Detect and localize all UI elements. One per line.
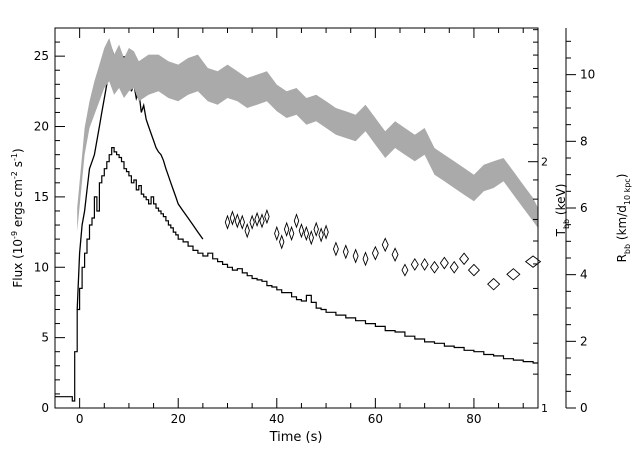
temperature-point [298, 222, 305, 239]
temperature-point [288, 225, 295, 242]
radius-tick-label: 6 [580, 201, 588, 215]
x-axis: 0 20 40 60 80 [54, 28, 524, 426]
radius-tick-label: 4 [580, 268, 588, 282]
temperature-point [264, 208, 270, 225]
data-layer [55, 38, 542, 402]
temperature-point [244, 222, 250, 239]
flux-step-line [55, 147, 538, 402]
y-tick-label: 20 [34, 120, 49, 134]
temperature-point [362, 251, 369, 267]
y-tick-label: 15 [34, 190, 49, 204]
radius-band [77, 38, 538, 232]
temperature-point [313, 221, 319, 237]
temperature-point [449, 260, 459, 274]
temperature-point [229, 210, 236, 226]
temperature-point [303, 225, 310, 242]
temperature-point [352, 248, 359, 264]
temperature-point [391, 247, 399, 262]
radius-tick-label: 0 [580, 401, 588, 415]
temperature-point [279, 234, 285, 250]
y-tick-label: 0 [41, 401, 49, 415]
y-axis-label-flux: Flux (10-9 ergs cm-2 s-1) [10, 148, 25, 287]
y-tick-label: 10 [34, 260, 49, 274]
temperature-point [430, 260, 439, 274]
temperature-point [467, 263, 480, 277]
radius-tick-label: 10 [580, 68, 595, 82]
temperature-tick-label: 1 [541, 402, 548, 415]
y-tick-label: 5 [41, 331, 49, 345]
temperature-tick-label: 2 [541, 156, 548, 169]
x-tick-label: 80 [466, 412, 481, 426]
temperature-point [239, 214, 245, 230]
y-axis-temperature: 12 [528, 29, 548, 415]
temperature-point [323, 224, 329, 240]
temperature-point [342, 244, 349, 260]
x-tick-label: 20 [171, 412, 186, 426]
y-tick-label: 25 [34, 49, 49, 63]
temperature-point [293, 213, 300, 229]
temperature-point [254, 211, 260, 228]
temperature-point [371, 245, 379, 261]
temperature-point [283, 221, 290, 237]
temperature-point [224, 214, 231, 230]
temperature-point [410, 257, 419, 271]
temperature-point [420, 257, 429, 271]
temperature-point [308, 230, 314, 246]
temperature-point [506, 268, 521, 281]
plot-frame [54, 27, 539, 409]
temperature-point [487, 277, 501, 291]
x-tick-label: 40 [269, 412, 284, 426]
x-tick-label: 0 [76, 412, 84, 426]
y-axis-radius: 0 2 4 6 8 10 [566, 40, 595, 415]
temperature-point [274, 225, 280, 242]
temperature-point [439, 256, 449, 270]
temperature-point [234, 213, 241, 229]
temperature-point [259, 213, 265, 229]
temperature-point [381, 237, 389, 253]
temperature-point [318, 227, 324, 243]
y-axis-left: 0 5 10 15 20 25 [34, 27, 65, 415]
temperature-point [401, 263, 409, 277]
x-tick-label: 60 [368, 412, 383, 426]
y-axis-label-radius: Rbb (km/d10 kpc) [615, 174, 632, 263]
radius-tick-label: 8 [580, 134, 588, 148]
x-axis-label: Time (s) [269, 430, 323, 445]
temperature-point [249, 214, 255, 230]
y-axis-label-temperature: Tbb (keV) [554, 184, 571, 238]
radius-tick-label: 2 [580, 334, 588, 348]
temperature-point [459, 252, 470, 266]
temperature-point [332, 241, 339, 257]
